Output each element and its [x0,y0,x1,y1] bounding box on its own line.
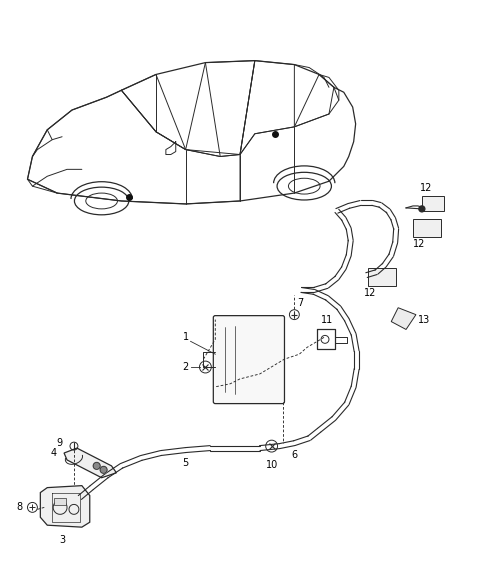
Text: 12: 12 [420,183,432,193]
FancyBboxPatch shape [369,268,396,286]
Circle shape [100,467,107,473]
Text: 5: 5 [182,458,189,468]
FancyBboxPatch shape [413,218,441,237]
Text: 1: 1 [182,332,189,343]
Circle shape [419,206,425,212]
FancyBboxPatch shape [54,497,66,505]
Text: 6: 6 [291,450,298,460]
Text: 12: 12 [363,288,376,298]
Text: 4: 4 [51,448,57,458]
Text: 10: 10 [265,460,278,470]
Circle shape [93,463,100,469]
Polygon shape [391,308,416,329]
Text: 3: 3 [59,535,65,545]
Text: 12: 12 [413,238,425,249]
Text: 2: 2 [182,362,189,372]
Text: 8: 8 [16,502,23,513]
Polygon shape [64,448,117,478]
FancyBboxPatch shape [213,316,285,403]
Text: 7: 7 [297,298,303,308]
Text: 9: 9 [56,438,62,448]
Text: 13: 13 [418,315,430,324]
FancyBboxPatch shape [422,196,444,211]
Text: 11: 11 [321,315,333,324]
Polygon shape [40,486,90,527]
